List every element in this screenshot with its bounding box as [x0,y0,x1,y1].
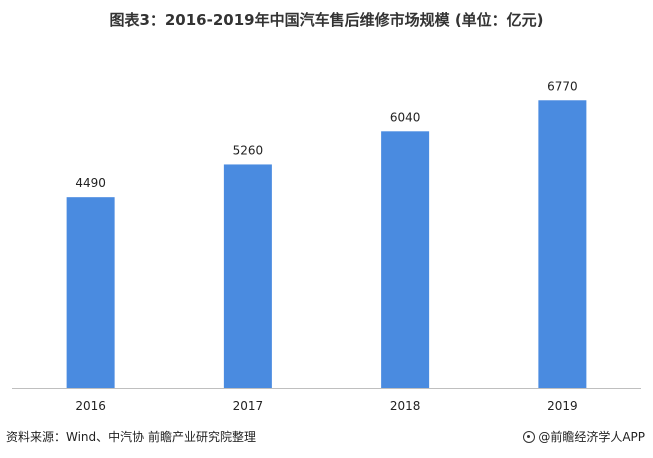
data-label-2017: 5260 [233,143,264,157]
data-label-2016: 4490 [75,176,106,190]
x-tick-label-2016: 2016 [75,399,106,413]
data-labels-group: 4490 5260 6040 6770 [75,79,577,190]
bar-2019 [538,100,587,389]
brand-credit: @前瞻经济学人APP [523,428,645,445]
x-tick-labels-group: 2016 2017 2018 2019 [75,399,577,413]
brand-text: @前瞻经济学人APP [538,430,645,444]
data-label-2018: 6040 [390,110,421,124]
bar-2016 [66,197,115,388]
brand-logo-icon [523,430,536,443]
chart-title: 图表3：2016-2019年中国汽车售后维修市场规模 (单位：亿元) [109,11,544,29]
data-label-2019: 6770 [547,79,578,93]
x-tick-label-2018: 2018 [390,399,421,413]
bars-group [66,100,587,389]
bar-2017 [223,164,272,388]
x-tick-label-2017: 2017 [233,399,264,413]
footer: 资料来源：Wind、中汽协 前瞻产业研究院整理 @前瞻经济学人APP [0,428,653,450]
source-note: 资料来源：Wind、中汽协 前瞻产业研究院整理 [6,430,256,444]
bar-2018 [381,131,430,389]
x-tick-label-2019: 2019 [547,399,578,413]
